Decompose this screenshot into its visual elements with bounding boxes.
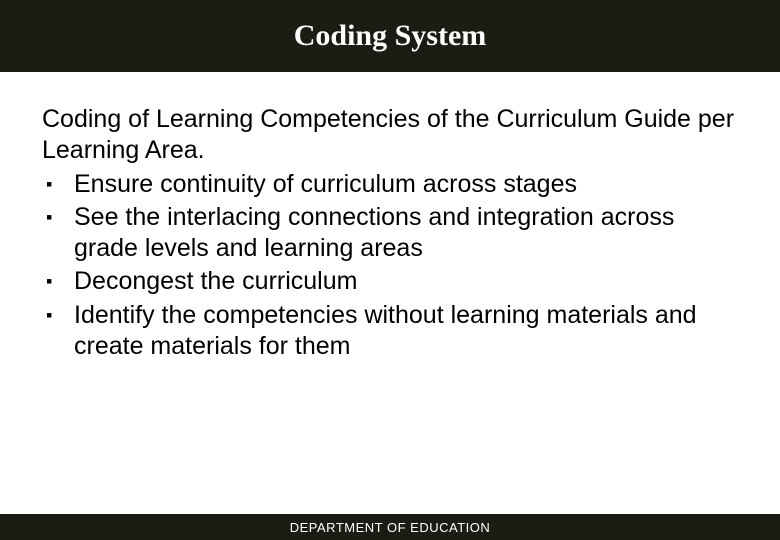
square-bullet-icon: ▪ (46, 300, 74, 327)
square-bullet-icon: ▪ (46, 202, 74, 229)
square-bullet-icon: ▪ (46, 169, 74, 196)
footer-text: DEPARTMENT OF EDUCATION (290, 520, 491, 535)
content-area: Coding of Learning Competencies of the C… (0, 72, 780, 362)
bullet-text: Decongest the curriculum (74, 266, 738, 297)
list-item: ▪ Identify the competencies without lear… (46, 300, 738, 363)
list-item: ▪ See the interlacing connections and in… (46, 202, 738, 265)
bullet-list: ▪ Ensure continuity of curriculum across… (42, 169, 738, 363)
header-bar: Coding System (0, 0, 780, 72)
bullet-text: Identify the competencies without learni… (74, 300, 738, 363)
bullet-text: Ensure continuity of curriculum across s… (74, 169, 738, 200)
square-bullet-icon: ▪ (46, 266, 74, 293)
intro-paragraph: Coding of Learning Competencies of the C… (42, 104, 738, 167)
list-item: ▪ Decongest the curriculum (46, 266, 738, 297)
list-item: ▪ Ensure continuity of curriculum across… (46, 169, 738, 200)
bullet-text: See the interlacing connections and inte… (74, 202, 738, 265)
slide-title: Coding System (294, 19, 487, 53)
footer-bar: DEPARTMENT OF EDUCATION (0, 514, 780, 540)
